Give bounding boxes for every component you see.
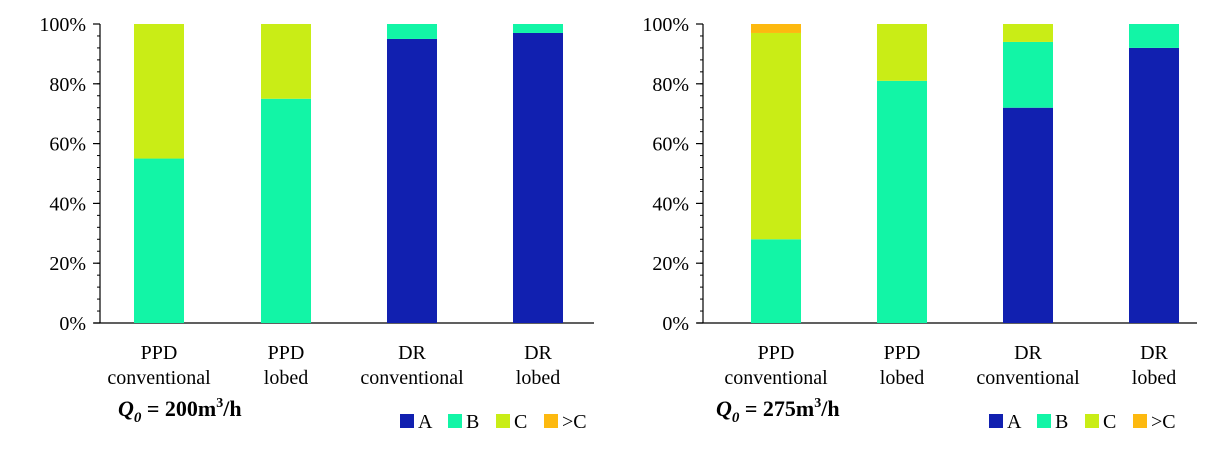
legend-swatch-A [989,414,1003,428]
x-tick-label: PPD [141,342,178,364]
x-tick-label: lobed [1132,367,1176,389]
legend-label: >C [562,411,587,433]
legend-label: C [514,411,527,433]
y-tick-label: 40% [652,193,689,215]
flow-rate-caption: Q0 = 200m3/h [118,396,242,426]
chart-panel-right: 0% 20% 40% 60% 80% 100% PPD conventional PPD lobe… [603,0,1206,450]
x-tick-label: DR [398,342,426,364]
y-tick-label: 20% [49,253,86,275]
x-tick-label: conventional [107,367,211,389]
bar-segment-C [1003,24,1053,42]
x-tick-label: lobed [516,367,560,389]
x-tick-label: conventional [724,367,828,389]
flow-rate-caption: Q0 = 275m3/h [716,396,840,426]
x-tick-label: conventional [360,367,464,389]
x-tick-label: lobed [880,367,924,389]
x-tick-label: PPD [884,342,921,364]
bar-segment-C [877,24,927,81]
x-tick-label: PPD [758,342,795,364]
bar-segment-C [261,24,311,99]
bar-segment-B [1003,41,1053,108]
bar-segment-B [877,80,927,323]
x-tick-label: DR [524,342,552,364]
bar-segment-C [751,32,801,240]
legend-swatch-gtC [544,414,558,428]
legend-label: B [1055,411,1068,433]
x-tick-label: DR [1140,342,1168,364]
y-tick-label: 20% [652,253,689,275]
bar-segment-A [1003,107,1053,323]
bar-segment-B [513,24,563,33]
legend: A B C >C [989,411,1176,433]
y-tick-label: 0% [662,313,689,335]
bar-segment-A [513,32,563,323]
y-tick-label: 60% [49,134,86,156]
y-tick-label: 80% [652,74,689,96]
bar-segment-B [261,98,311,323]
y-tick-label: 80% [49,74,86,96]
legend-swatch-A [400,414,414,428]
bar-segment-B [1129,24,1179,48]
legend-label: C [1103,411,1116,433]
stacked-bar-chart-left: 0% 20% 40% 60% 80% 100% PPD conventional PPD lobe… [39,14,594,433]
legend-label: >C [1151,411,1176,433]
bar-segment-A [387,38,437,323]
x-tick-label: PPD [268,342,305,364]
x-tick-label: DR [1014,342,1042,364]
legend-swatch-B [448,414,462,428]
legend-swatch-B [1037,414,1051,428]
y-tick-label: 60% [652,134,689,156]
chart-panel-left: 0% 20% 40% 60% 80% 100% PPD conventional PPD lobe… [39,14,594,433]
legend-swatch-C [1085,414,1099,428]
y-tick-label: 40% [49,193,86,215]
bar-segment-A [1129,47,1179,324]
legend-label: A [418,411,433,433]
bar-segment-C [134,24,184,159]
bar-segment-B [134,158,184,323]
x-tick-label: conventional [976,367,1080,389]
y-tick-label: 100% [39,14,86,36]
legend: A B C >C [400,411,587,433]
legend-label: A [1007,411,1022,433]
y-tick-label: 100% [642,14,689,36]
bar-segment-B [751,239,801,323]
y-tick-label: 0% [59,313,86,335]
stacked-bar-chart-right: 0% 20% 40% 60% 80% 100% PPD conventional PPD lobe… [642,14,1197,433]
bar-segment-B [387,24,437,39]
bar-segment-gtC [751,24,801,33]
legend-label: B [466,411,479,433]
legend-swatch-gtC [1133,414,1147,428]
legend-swatch-C [496,414,510,428]
x-tick-label: lobed [264,367,308,389]
